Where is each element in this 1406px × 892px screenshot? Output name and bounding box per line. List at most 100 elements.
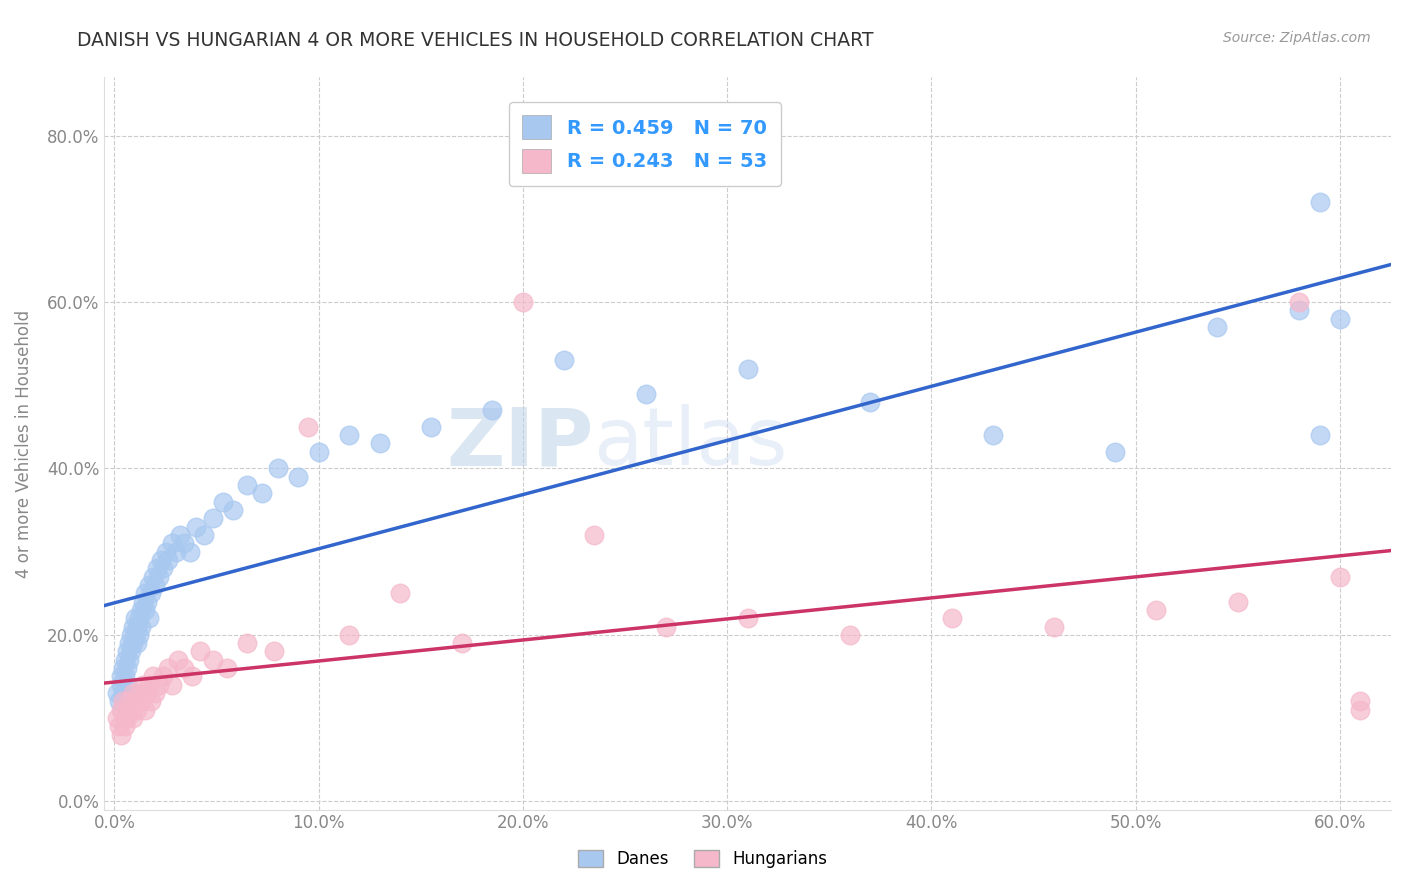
Point — [181, 669, 204, 683]
Point — [110, 678, 132, 692]
Point — [115, 661, 138, 675]
Point — [134, 603, 156, 617]
Point — [1144, 603, 1167, 617]
Point — [143, 578, 166, 592]
Point — [297, 420, 319, 434]
Point — [188, 644, 211, 658]
Point — [1329, 569, 1351, 583]
Point — [337, 628, 360, 642]
Point — [1226, 594, 1249, 608]
Point — [143, 686, 166, 700]
Point — [1350, 703, 1372, 717]
Point — [450, 636, 472, 650]
Point — [156, 661, 179, 675]
Point — [118, 694, 141, 708]
Point — [179, 544, 201, 558]
Point — [634, 386, 657, 401]
Point — [138, 578, 160, 592]
Point — [129, 619, 152, 633]
Point — [215, 661, 238, 675]
Point — [138, 611, 160, 625]
Point — [120, 628, 142, 642]
Text: Source: ZipAtlas.com: Source: ZipAtlas.com — [1223, 31, 1371, 45]
Point — [141, 586, 163, 600]
Point — [121, 636, 143, 650]
Point — [125, 619, 148, 633]
Point — [107, 694, 129, 708]
Point — [1308, 428, 1330, 442]
Point — [148, 569, 170, 583]
Point — [115, 678, 138, 692]
Point — [420, 420, 443, 434]
Point — [132, 678, 155, 692]
Point — [186, 519, 208, 533]
Point — [368, 436, 391, 450]
Point — [287, 469, 309, 483]
Point — [308, 445, 330, 459]
Point — [838, 628, 860, 642]
Point — [941, 611, 963, 625]
Point — [129, 694, 152, 708]
Point — [481, 403, 503, 417]
Point — [136, 686, 159, 700]
Point — [114, 669, 136, 683]
Point — [121, 711, 143, 725]
Point — [583, 528, 606, 542]
Point — [1308, 195, 1330, 210]
Point — [118, 653, 141, 667]
Point — [142, 669, 165, 683]
Text: DANISH VS HUNGARIAN 4 OR MORE VEHICLES IN HOUSEHOLD CORRELATION CHART: DANISH VS HUNGARIAN 4 OR MORE VEHICLES I… — [77, 31, 875, 50]
Point — [737, 361, 759, 376]
Point — [169, 528, 191, 542]
Point — [124, 611, 146, 625]
Point — [1288, 303, 1310, 318]
Point — [155, 544, 177, 558]
Point — [152, 561, 174, 575]
Point — [1329, 311, 1351, 326]
Point — [512, 295, 534, 310]
Point — [114, 711, 136, 725]
Point — [201, 511, 224, 525]
Point — [165, 544, 187, 558]
Point — [111, 686, 134, 700]
Point — [111, 661, 134, 675]
Legend: Danes, Hungarians: Danes, Hungarians — [572, 843, 834, 875]
Point — [553, 353, 575, 368]
Point — [138, 678, 160, 692]
Point — [125, 703, 148, 717]
Point — [1206, 320, 1229, 334]
Point — [1350, 694, 1372, 708]
Point — [981, 428, 1004, 442]
Point — [128, 686, 150, 700]
Y-axis label: 4 or more Vehicles in Household: 4 or more Vehicles in Household — [15, 310, 32, 577]
Point — [148, 678, 170, 692]
Point — [150, 553, 173, 567]
Point — [105, 686, 128, 700]
Point — [120, 644, 142, 658]
Point — [655, 619, 678, 633]
Point — [222, 503, 245, 517]
Point — [337, 428, 360, 442]
Point — [128, 628, 150, 642]
Point — [160, 678, 183, 692]
Point — [136, 594, 159, 608]
Point — [160, 536, 183, 550]
Point — [166, 653, 188, 667]
Point — [125, 636, 148, 650]
Point — [124, 694, 146, 708]
Point — [111, 694, 134, 708]
Point — [236, 478, 259, 492]
Text: ZIP: ZIP — [446, 404, 593, 483]
Point — [173, 661, 195, 675]
Point — [110, 728, 132, 742]
Point — [737, 611, 759, 625]
Point — [152, 669, 174, 683]
Point — [267, 461, 290, 475]
Point — [1043, 619, 1066, 633]
Point — [1288, 295, 1310, 310]
Point — [859, 395, 882, 409]
Point — [156, 553, 179, 567]
Point — [107, 719, 129, 733]
Point — [129, 603, 152, 617]
Point — [114, 653, 136, 667]
